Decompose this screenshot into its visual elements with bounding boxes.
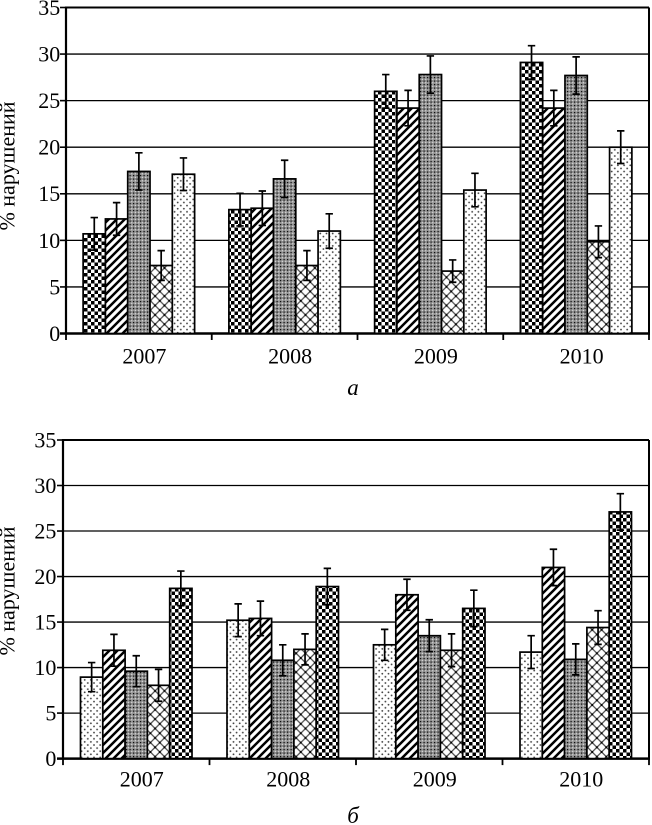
svg-text:2009: 2009 bbox=[413, 767, 457, 792]
svg-text:2008: 2008 bbox=[268, 344, 312, 369]
svg-text:а: а bbox=[347, 375, 359, 400]
svg-text:10: 10 bbox=[38, 228, 60, 253]
svg-text:15: 15 bbox=[34, 609, 56, 634]
svg-text:20: 20 bbox=[34, 564, 56, 589]
svg-text:30: 30 bbox=[38, 41, 60, 66]
svg-text:15: 15 bbox=[38, 181, 60, 206]
svg-text:10: 10 bbox=[34, 655, 56, 680]
svg-text:35: 35 bbox=[38, 0, 60, 20]
svg-text:2009: 2009 bbox=[414, 344, 458, 369]
svg-text:5: 5 bbox=[49, 274, 60, 299]
svg-text:25: 25 bbox=[38, 88, 60, 113]
svg-text:25: 25 bbox=[34, 518, 56, 543]
svg-text:0: 0 bbox=[45, 746, 56, 771]
svg-text:2010: 2010 bbox=[559, 767, 603, 792]
svg-text:0: 0 bbox=[49, 321, 60, 346]
svg-text:б: б bbox=[347, 803, 360, 825]
svg-text:2008: 2008 bbox=[266, 767, 310, 792]
svg-text:% нарушений: % нарушений bbox=[0, 101, 20, 230]
svg-text:30: 30 bbox=[34, 473, 56, 498]
svg-text:5: 5 bbox=[45, 700, 56, 725]
svg-text:20: 20 bbox=[38, 135, 60, 160]
svg-text:2007: 2007 bbox=[122, 344, 166, 369]
svg-text:2007: 2007 bbox=[120, 767, 164, 792]
svg-text:% нарушений: % нарушений bbox=[0, 526, 20, 655]
svg-text:35: 35 bbox=[34, 427, 56, 452]
svg-text:2010: 2010 bbox=[560, 344, 604, 369]
